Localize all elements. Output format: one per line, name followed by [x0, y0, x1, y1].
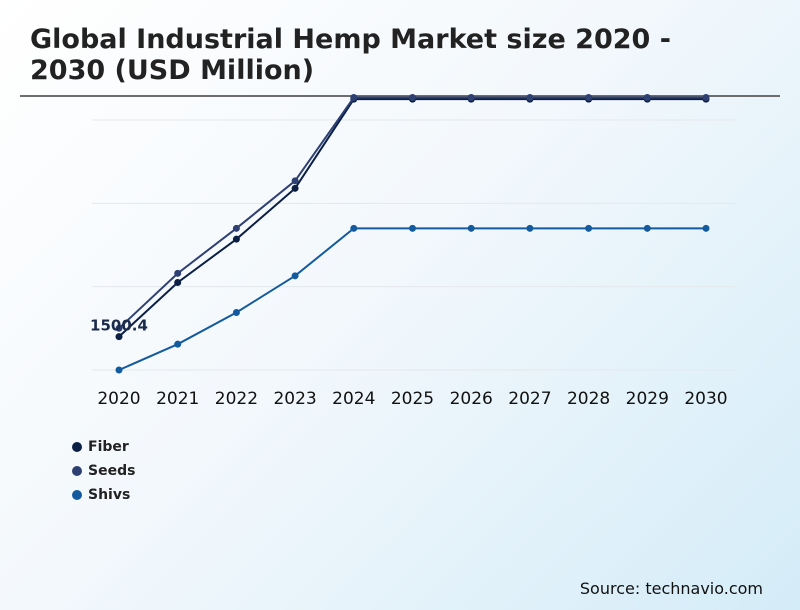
legend-item-seeds[interactable]: Seeds	[72, 459, 135, 483]
data-label-seeds-2020: 1500.4	[90, 316, 148, 334]
data-point-seeds-2026[interactable]	[467, 94, 475, 101]
x-tick-label-2030: 2030	[684, 389, 727, 409]
data-point-shivs-2027[interactable]	[526, 224, 534, 232]
data-point-shivs-2028[interactable]	[585, 224, 593, 232]
data-point-seeds-2030[interactable]	[702, 94, 710, 101]
data-point-seeds-2028[interactable]	[585, 94, 593, 101]
x-tick-label-2026: 2026	[450, 389, 493, 409]
data-point-seeds-2027[interactable]	[526, 94, 534, 101]
legend: Fiber Seeds Shivs	[72, 435, 135, 507]
data-point-shivs-2020[interactable]	[115, 366, 123, 374]
legend-item-shivs[interactable]: Shivs	[72, 483, 135, 507]
x-tick-label-2029: 2029	[626, 389, 669, 409]
data-point-fiber-2023[interactable]	[291, 184, 299, 192]
data-point-seeds-2024[interactable]	[350, 94, 358, 101]
annotation-layer: 1500.4	[90, 316, 148, 334]
data-point-fiber-2020[interactable]	[115, 333, 123, 341]
series-layer	[115, 94, 710, 374]
chart-title: Global Industrial Hemp Market size 2020 …	[30, 24, 671, 86]
x-tick-label-2023: 2023	[273, 389, 316, 409]
legend-label-seeds: Seeds	[88, 463, 136, 479]
x-tick-label-2025: 2025	[391, 389, 434, 409]
legend-label-fiber: Fiber	[88, 439, 129, 455]
x-tick-label-2027: 2027	[508, 389, 551, 409]
x-tick-label-2022: 2022	[215, 389, 258, 409]
data-point-shivs-2029[interactable]	[643, 224, 651, 232]
data-point-seeds-2025[interactable]	[409, 94, 416, 101]
grid-layer	[92, 119, 735, 371]
data-point-shivs-2022[interactable]	[232, 309, 240, 316]
legend-marker-shivs	[72, 490, 82, 500]
x-tick-label-2020: 2020	[97, 389, 140, 409]
data-point-shivs-2023[interactable]	[291, 272, 299, 280]
legend-marker-fiber	[72, 442, 82, 452]
data-point-shivs-2026[interactable]	[467, 224, 475, 232]
data-point-seeds-2020[interactable]	[115, 324, 123, 332]
data-point-seeds-2021[interactable]	[174, 269, 182, 277]
data-point-seeds-2022[interactable]	[232, 224, 240, 232]
data-point-shivs-2021[interactable]	[174, 340, 182, 348]
series-line-fiber	[118, 98, 706, 338]
x-axis-ticks: 2020 2021 2022 2023 2024 2025 2026 2027 2028 2029…	[97, 389, 727, 409]
data-point-shivs-2025[interactable]	[409, 224, 416, 232]
data-point-shivs-2030[interactable]	[702, 224, 710, 232]
source-credit: Source: technavio.com	[579, 579, 763, 598]
data-point-seeds-2023[interactable]	[291, 177, 299, 185]
x-tick-label-2024: 2024	[332, 389, 375, 409]
legend-label-shivs: Shivs	[88, 487, 131, 503]
data-point-fiber-2022[interactable]	[232, 235, 240, 243]
data-point-fiber-2021[interactable]	[174, 279, 182, 286]
series-line-seeds	[118, 96, 706, 330]
title-divider	[20, 95, 780, 97]
x-tick-label-2021: 2021	[156, 389, 199, 409]
data-point-shivs-2024[interactable]	[350, 224, 358, 232]
legend-marker-seeds	[72, 466, 82, 476]
data-point-seeds-2029[interactable]	[643, 94, 651, 101]
legend-item-fiber[interactable]: Fiber	[72, 435, 135, 459]
x-tick-label-2028: 2028	[567, 389, 610, 409]
